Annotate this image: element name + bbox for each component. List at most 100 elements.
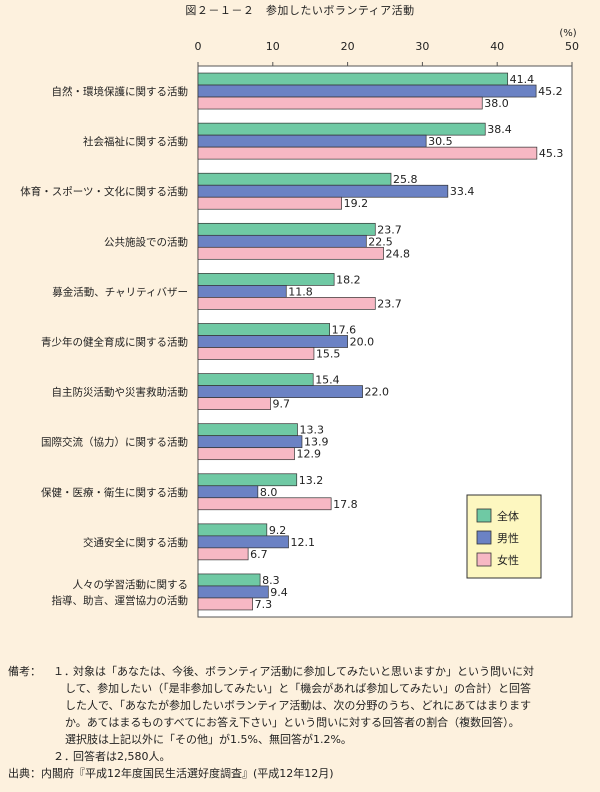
data-label: 11.8 bbox=[288, 285, 313, 298]
category-label: 募金活動、チャリティバザー bbox=[52, 285, 188, 298]
note-text: 対象は「あなたは、今後、ボランティア活動に参加してみたいと思いますか」という問い… bbox=[73, 665, 535, 678]
data-label: 38.0 bbox=[484, 97, 509, 110]
category-label: 交通安全に関する活動 bbox=[83, 536, 188, 549]
data-label: 13.2 bbox=[299, 474, 324, 487]
data-label: 22.0 bbox=[365, 386, 390, 399]
category-label: 保健・医療・衛生に関する活動 bbox=[41, 486, 188, 499]
note-line: か。あてはまるものすべてにお答え下さい」という問いに対する回答者の割合（複数回答… bbox=[65, 716, 520, 729]
bar bbox=[197, 323, 330, 336]
bar bbox=[197, 573, 261, 587]
data-label: 8.3 bbox=[262, 574, 280, 587]
data-label: 41.4 bbox=[510, 73, 535, 86]
data-label: 24.8 bbox=[386, 247, 411, 260]
bar bbox=[197, 497, 332, 511]
bar bbox=[197, 535, 289, 549]
data-label: 23.7 bbox=[377, 297, 402, 310]
bar bbox=[197, 485, 259, 499]
legend-swatch bbox=[476, 552, 492, 567]
note-line: して、参加したい（「是非参加してみたい」と「機会があれば参加してみたい」の合計）… bbox=[65, 682, 531, 695]
bar bbox=[197, 547, 249, 561]
legend-label: 女性 bbox=[497, 553, 519, 567]
bar bbox=[197, 297, 376, 310]
data-label: 9.7 bbox=[273, 398, 291, 411]
x-tick-label: 20 bbox=[341, 40, 355, 53]
category-label: 社会福祉に関する活動 bbox=[83, 135, 188, 148]
category-label: 青少年の健全育成に関する活動 bbox=[41, 336, 188, 349]
note-number: ２． bbox=[53, 750, 75, 763]
data-label: 6.7 bbox=[250, 548, 268, 561]
data-label: 22.5 bbox=[368, 235, 393, 248]
data-label: 15.4 bbox=[315, 374, 340, 387]
legend-swatch bbox=[476, 530, 492, 545]
bar bbox=[197, 385, 363, 398]
note-line: した人で、「あなたが参加したいボランティア活動は、次の分野のうち、どれにあてはま… bbox=[65, 699, 531, 712]
data-label: 15.5 bbox=[316, 348, 341, 361]
data-label: 13.3 bbox=[299, 424, 324, 437]
notes-section: 備考： １． 対象は「あなたは、今後、ボランティア活動に参加してみたいと思います… bbox=[8, 663, 596, 782]
category-label: 公共施設での活動 bbox=[104, 235, 188, 248]
data-label: 12.1 bbox=[291, 536, 316, 549]
data-label: 45.2 bbox=[538, 85, 563, 98]
legend-label: 男性 bbox=[497, 531, 519, 545]
note-item-2: ２． 回答者は2,580人。 bbox=[8, 748, 596, 765]
x-tick-label: 10 bbox=[266, 40, 280, 53]
x-tick-label: 30 bbox=[415, 40, 429, 53]
category-label: 自主防災活動や災害救助活動 bbox=[52, 386, 189, 399]
data-label: 18.2 bbox=[336, 273, 361, 286]
bar bbox=[197, 435, 303, 449]
bar bbox=[197, 335, 348, 348]
data-label: 23.7 bbox=[377, 223, 402, 236]
bar bbox=[197, 234, 367, 248]
bar bbox=[197, 447, 295, 461]
data-label: 33.4 bbox=[450, 185, 475, 198]
legend-label: 全体 bbox=[497, 509, 519, 523]
note-text: 回答者は2,580人。 bbox=[73, 750, 171, 763]
bar bbox=[197, 473, 298, 487]
data-label: 9.2 bbox=[269, 524, 287, 537]
axis-unit: (%) bbox=[559, 28, 576, 39]
source-citation: 出典：内閣府『平成12年度国民生活選好度調査』(平成12年12月) bbox=[8, 767, 334, 780]
data-label: 17.6 bbox=[332, 324, 357, 337]
bar bbox=[197, 196, 342, 210]
category-label: 人々の学習活動に関する bbox=[73, 578, 189, 591]
note-number: １． bbox=[53, 665, 75, 678]
data-label: 8.0 bbox=[260, 486, 278, 499]
bar-chart: 0 10 20 30 40 50(%) 41.445.2 38.0 自然・環境保護に関する活動 3… bbox=[20, 28, 579, 618]
bar bbox=[197, 222, 376, 236]
data-label: 20.0 bbox=[350, 336, 375, 349]
notes-label: 備考： bbox=[8, 665, 41, 678]
bar bbox=[197, 347, 315, 360]
x-tick-label: 50 bbox=[565, 40, 579, 53]
data-label: 17.8 bbox=[333, 498, 358, 511]
data-label: 9.4 bbox=[270, 586, 288, 599]
bar bbox=[197, 597, 253, 611]
bar bbox=[197, 184, 449, 198]
bar bbox=[197, 585, 269, 599]
x-tick-label: 40 bbox=[490, 40, 504, 53]
x-tick-label: 0 bbox=[195, 40, 202, 53]
data-label: 13.9 bbox=[304, 436, 329, 449]
bar bbox=[197, 523, 268, 537]
bar bbox=[197, 285, 287, 298]
bar bbox=[197, 397, 271, 410]
bar bbox=[197, 72, 509, 86]
bar bbox=[197, 134, 427, 148]
category-label: 体育・スポーツ・文化に関する活動 bbox=[20, 185, 188, 198]
data-label: 45.3 bbox=[539, 147, 564, 160]
note-line: 選択肢は上記以外に「その他」が1.5%、無回答が1.2%。 bbox=[65, 733, 352, 746]
data-label: 7.3 bbox=[255, 598, 273, 611]
legend-swatch bbox=[476, 508, 492, 523]
chart-title: 図２－１－２ 参加したいボランティア活動 bbox=[185, 4, 415, 17]
bar bbox=[197, 146, 538, 160]
data-label: 19.2 bbox=[344, 197, 369, 210]
bar bbox=[197, 172, 392, 186]
category-label: 自然・環境保護に関する活動 bbox=[52, 85, 189, 98]
bar bbox=[197, 96, 483, 110]
data-label: 30.5 bbox=[428, 135, 453, 148]
bar bbox=[197, 273, 335, 286]
category-label: 国際交流（協力）に関する活動 bbox=[41, 436, 188, 449]
data-label: 12.9 bbox=[296, 448, 321, 461]
data-label: 25.8 bbox=[393, 173, 418, 186]
bar bbox=[197, 84, 537, 98]
category-label: 指導、助言、運営協力の活動 bbox=[52, 594, 189, 607]
